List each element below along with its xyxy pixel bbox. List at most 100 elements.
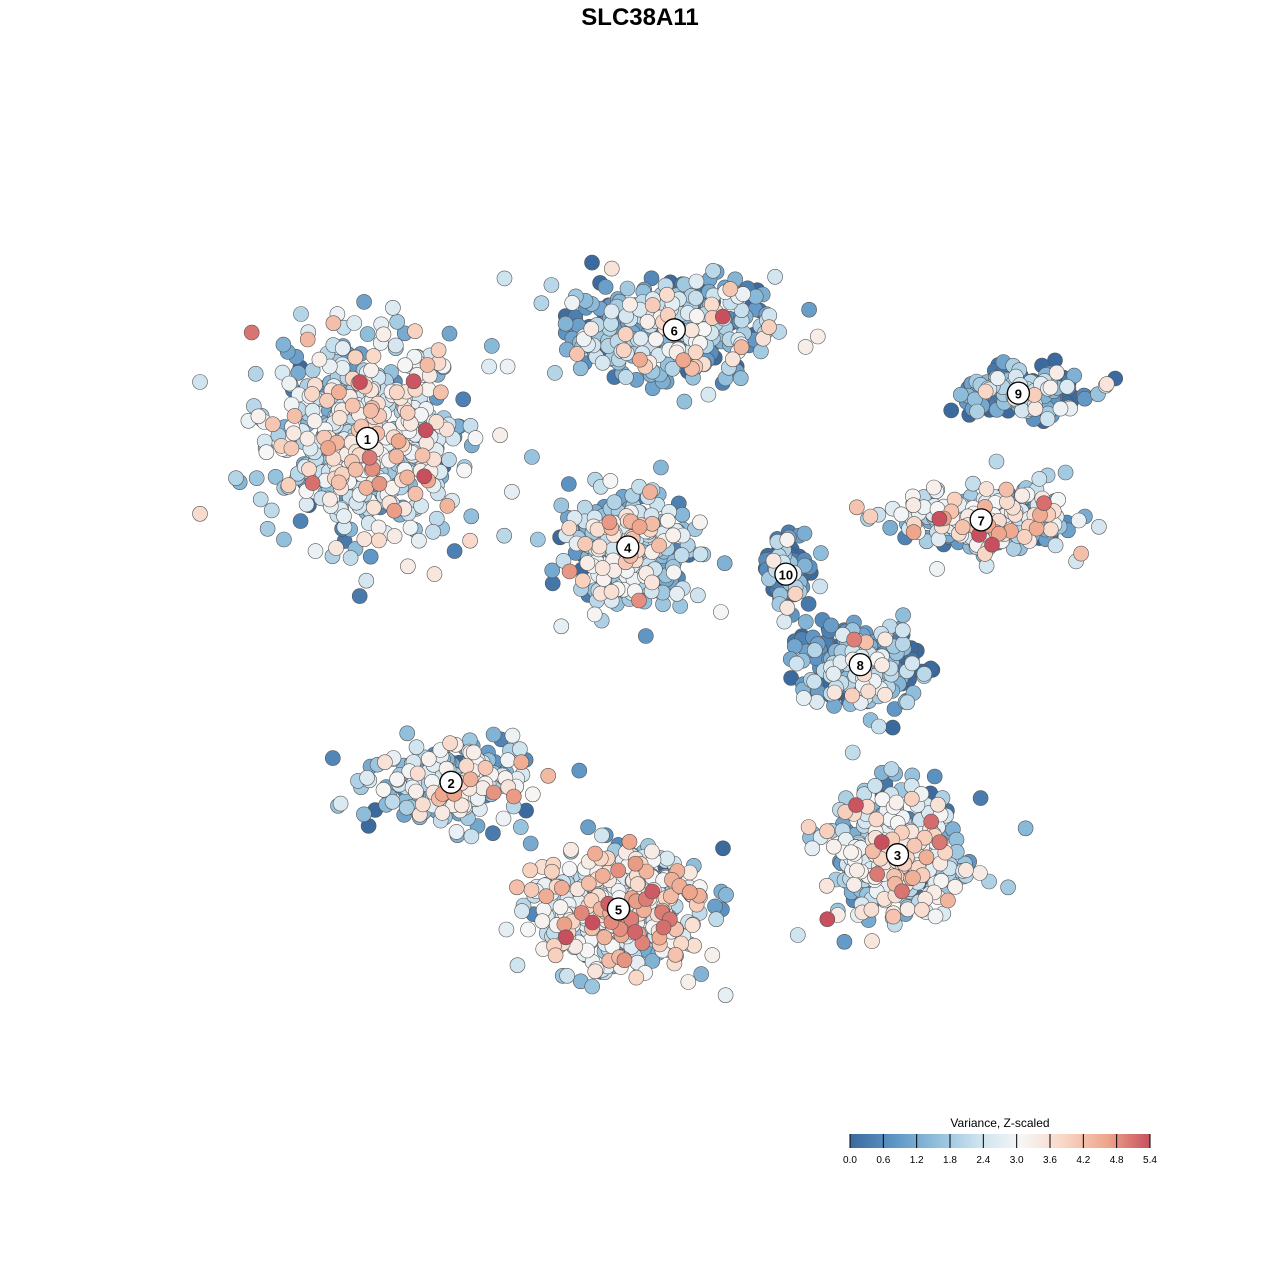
cluster-label-4: 4: [616, 535, 640, 559]
cell-point: [1016, 529, 1033, 545]
cell-point: [795, 690, 812, 706]
cell-point: [342, 550, 359, 566]
cell-point: [619, 280, 636, 297]
cell-point: [574, 572, 591, 589]
cell-point: [977, 383, 994, 400]
cell-point: [311, 351, 328, 368]
cell-point: [304, 475, 321, 491]
cell-point: [676, 393, 693, 410]
cell-point: [247, 365, 264, 382]
cell-point: [1039, 411, 1056, 427]
cell-point: [692, 546, 709, 563]
cell-point: [420, 751, 437, 767]
cell-point: [930, 796, 946, 813]
cell-point: [547, 365, 563, 381]
cell-point: [328, 540, 344, 556]
cell-point: [407, 323, 423, 340]
cell-point: [1099, 376, 1115, 392]
cell-point: [331, 410, 348, 426]
cell-point: [933, 873, 950, 889]
cell-point: [1057, 464, 1074, 481]
cell-point: [888, 794, 905, 811]
cell-point: [250, 408, 267, 425]
legend-tick-label: 1.2: [910, 1155, 924, 1166]
cell-point: [804, 840, 821, 857]
cell-point: [965, 475, 981, 492]
cluster-label-text: 10: [779, 568, 793, 583]
cell-point: [894, 622, 911, 639]
cell-point: [583, 320, 600, 337]
cell-point: [385, 299, 401, 316]
cell-point: [618, 369, 634, 385]
cell-point: [498, 921, 515, 938]
cell-point: [569, 346, 585, 362]
cell-point: [371, 475, 388, 492]
cluster-label-text: 2: [447, 776, 454, 791]
cell-point: [603, 260, 620, 277]
cell-point: [724, 351, 741, 368]
cell-point: [579, 555, 596, 571]
cell-point: [653, 459, 669, 476]
cell-point: [504, 727, 521, 744]
cell-point: [399, 469, 416, 486]
cell-point: [703, 296, 720, 313]
cell-point: [989, 370, 1006, 387]
cell-point: [843, 844, 859, 861]
cell-point: [322, 491, 338, 508]
cell-point: [520, 921, 536, 938]
cell-point: [662, 888, 679, 905]
cell-point: [524, 449, 540, 465]
cluster-label-text: 7: [978, 513, 985, 528]
cluster-label-text: 3: [894, 848, 901, 863]
cell-point: [669, 585, 685, 602]
cell-point: [320, 440, 336, 456]
cell-point: [929, 561, 945, 577]
cell-point: [718, 886, 734, 903]
cell-points: [192, 254, 1123, 1004]
cell-point: [362, 402, 379, 419]
cell-point: [361, 449, 378, 466]
cell-point: [544, 863, 560, 880]
cell-point: [800, 596, 817, 612]
cell-point: [594, 867, 611, 884]
cell-point: [716, 555, 733, 572]
cluster-label-text: 6: [671, 323, 678, 338]
cell-point: [629, 876, 646, 892]
cell-point: [522, 835, 539, 852]
legend-tick-label: 3.6: [1043, 1155, 1057, 1166]
cell-point: [800, 819, 817, 835]
cell-point: [561, 520, 578, 536]
cell-point: [252, 491, 269, 508]
cell-point: [776, 613, 793, 630]
cluster-label-6: 6: [662, 318, 686, 342]
cell-point: [591, 538, 608, 555]
cell-point: [638, 863, 655, 880]
cell-point: [747, 288, 764, 305]
cell-point: [559, 967, 575, 984]
cell-point: [596, 929, 613, 946]
cell-point: [873, 834, 890, 850]
cell-point: [580, 875, 597, 892]
cluster-label-text: 4: [624, 541, 632, 556]
cell-point: [659, 286, 675, 303]
cell-point: [884, 719, 901, 736]
cell-point: [631, 592, 647, 609]
cell-point: [779, 531, 796, 548]
cell-point: [483, 338, 500, 354]
cell-point: [627, 855, 644, 872]
cluster-label-circle: [616, 535, 640, 559]
cell-point: [553, 497, 570, 514]
cell-point: [522, 862, 539, 879]
cell-point: [812, 578, 828, 595]
cluster-label-text: 8: [857, 658, 864, 673]
legend-title: Variance, Z-scaled: [950, 1116, 1049, 1130]
cell-point: [408, 783, 424, 800]
cell-point: [819, 911, 836, 928]
cell-point: [818, 877, 835, 894]
cell-point: [557, 315, 574, 332]
cell-point: [693, 966, 710, 982]
cell-point: [359, 326, 376, 342]
cell-point: [331, 384, 347, 401]
cell-point: [280, 477, 297, 493]
cell-point: [848, 797, 864, 813]
